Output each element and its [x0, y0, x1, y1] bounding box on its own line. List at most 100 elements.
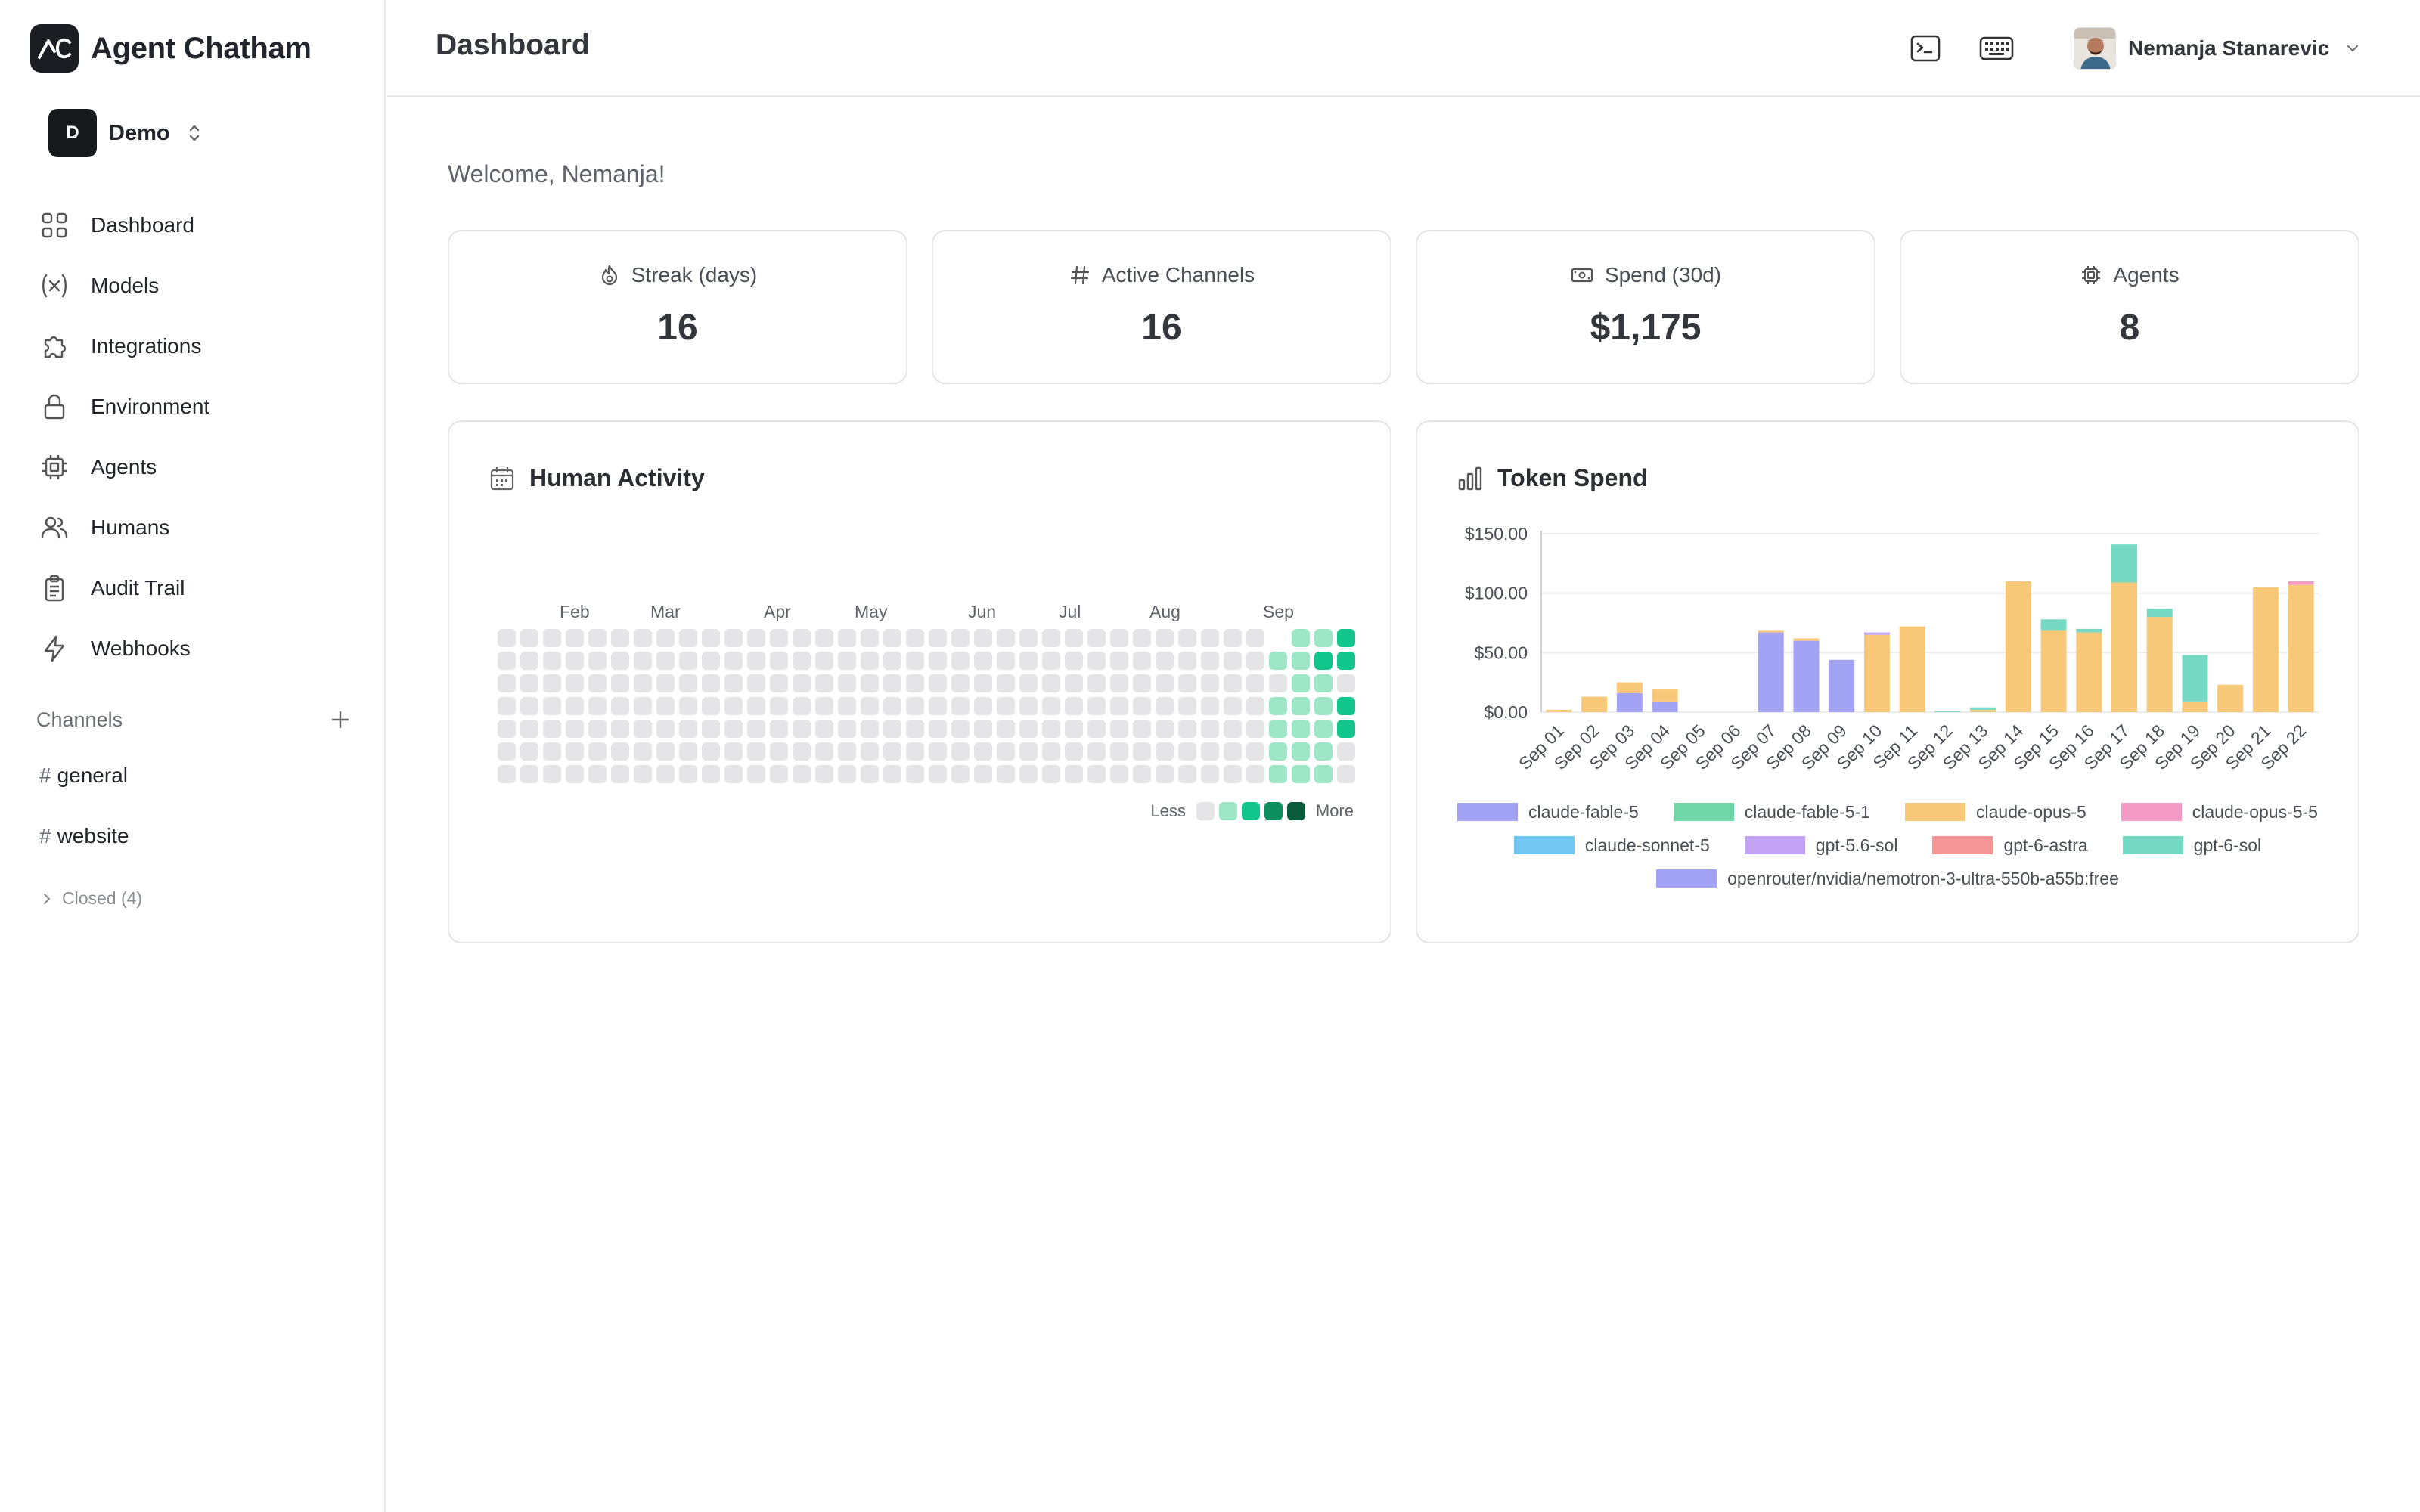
activity-day-cell [883, 652, 901, 670]
activity-day-cell [951, 674, 970, 692]
sidebar-item-dashboard[interactable]: Dashboard [36, 195, 354, 256]
sidebar-item-audit-trail[interactable]: Audit Trail [36, 558, 354, 618]
activity-day-cell [611, 652, 629, 670]
activity-day-cell [1065, 652, 1083, 670]
human-activity-title: Human Activity [529, 464, 705, 491]
activity-day-cell [838, 652, 856, 670]
bar-segment [1652, 701, 1678, 712]
terminal-button[interactable] [1907, 32, 1944, 65]
sidebar-item-webhooks[interactable]: Webhooks [36, 618, 354, 679]
activity-day-cell [702, 742, 720, 761]
activity-day-cell [498, 720, 516, 738]
sidebar-item-label: Models [91, 274, 160, 297]
month-label: Jun [968, 602, 997, 621]
activity-day-cell [543, 742, 561, 761]
activity-day-cell [1314, 629, 1333, 647]
activity-day-cell [611, 720, 629, 738]
activity-day-cell [1065, 742, 1083, 761]
legend-item[interactable]: claude-opus-5 [1905, 795, 2086, 829]
activity-day-cell [588, 765, 607, 783]
activity-day-cell [747, 720, 765, 738]
hash-icon: # [39, 764, 51, 787]
activity-day-cell [793, 742, 811, 761]
activity-day-cell [1314, 674, 1333, 692]
activity-day-cell [1019, 742, 1038, 761]
avatar [2074, 27, 2116, 70]
sidebar-item-integrations[interactable]: Integrations [36, 316, 354, 376]
sidebar-item-humans[interactable]: Humans [36, 497, 354, 558]
legend-swatch [2121, 803, 2182, 821]
activity-day-cell [747, 652, 765, 670]
activity-day-cell [566, 742, 584, 761]
activity-day-cell [520, 697, 538, 715]
brand[interactable]: Agent Chatham [30, 24, 312, 73]
bar-segment [1970, 707, 1996, 710]
chevrons-up-down-icon [189, 125, 199, 141]
activity-day-cell [1042, 652, 1060, 670]
sidebar-item-models[interactable]: Models [36, 256, 354, 316]
legend-item[interactable]: gpt-6-astra [1932, 829, 2088, 862]
keyboard-shortcuts-button[interactable] [1978, 32, 2015, 65]
activity-day-cell [1224, 720, 1242, 738]
bar-segment [2040, 619, 2067, 631]
activity-day-cell [883, 720, 901, 738]
activity-day-cell [1065, 697, 1083, 715]
legend-item[interactable]: claude-opus-5-5 [2121, 795, 2318, 829]
activity-day-cell [815, 652, 833, 670]
welcome-message: Welcome, Nemanja! [448, 160, 666, 187]
puzzle-icon [44, 336, 67, 358]
activity-day-cell [815, 742, 833, 761]
legend-item[interactable]: openrouter/nvidia/nemotron-3-ultra-550b-… [1656, 862, 2119, 895]
legend-item[interactable]: gpt-5.6-sol [1744, 829, 1897, 862]
legend-swatch [1264, 802, 1283, 820]
activity-day-cell [1314, 652, 1333, 670]
app-logo [30, 24, 79, 73]
legend-item[interactable]: claude-fable-5 [1457, 795, 1639, 829]
activity-day-cell [1133, 742, 1151, 761]
sidebar-item-environment[interactable]: Environment [36, 376, 354, 437]
activity-day-cell [702, 629, 720, 647]
activity-day-cell [747, 674, 765, 692]
flame-icon [601, 265, 617, 286]
add-channel-button[interactable] [327, 706, 354, 733]
sidebar-item-agents[interactable]: Agents [36, 437, 354, 497]
activity-day-cell [906, 742, 924, 761]
activity-day-cell [724, 697, 743, 715]
activity-day-cell [588, 629, 607, 647]
activity-day-cell [724, 652, 743, 670]
card-title: Token Spend [1457, 464, 1648, 492]
token-spend-title: Token Spend [1497, 464, 1648, 491]
legend-item[interactable]: gpt-6-sol [2122, 829, 2261, 862]
activity-day-cell [1087, 765, 1106, 783]
bar-segment [2111, 544, 2137, 583]
legend-swatch [1457, 803, 1519, 821]
activity-day-cell [1133, 652, 1151, 670]
user-name: Nemanja Stanarevic [2128, 36, 2330, 60]
activity-day-cell [1292, 652, 1310, 670]
legend-item[interactable]: claude-sonnet-5 [1513, 829, 1710, 862]
channel-general[interactable]: # general [39, 764, 128, 788]
activity-day-cell [1337, 697, 1355, 715]
channel-website[interactable]: # website [39, 824, 129, 848]
activity-day-cell [951, 742, 970, 761]
bar-segment [2005, 581, 2031, 712]
activity-day-cell [838, 742, 856, 761]
activity-day-cell [1156, 697, 1174, 715]
y-tick-label: $150.00 [1465, 524, 1528, 544]
workspace-switcher[interactable]: D Demo [48, 109, 202, 157]
activity-day-cell [611, 742, 629, 761]
activity-day-cell [997, 742, 1015, 761]
legend-item[interactable]: claude-fable-5-1 [1673, 795, 1870, 829]
activity-day-cell [543, 720, 561, 738]
activity-day-cell [1065, 674, 1083, 692]
activity-day-cell [1292, 720, 1310, 738]
activity-day-cell [1178, 742, 1196, 761]
grid-icon [42, 212, 67, 238]
user-menu[interactable]: Nemanja Stanarevic [2074, 24, 2361, 73]
hash-icon [1070, 265, 1089, 285]
closed-channels-toggle[interactable]: Closed (4) [39, 888, 142, 909]
bar-segment [1546, 709, 1572, 712]
bar-segment [2182, 655, 2208, 702]
stat-card-streak: Streak (days) 16 [448, 230, 908, 384]
activity-day-cell [634, 652, 652, 670]
